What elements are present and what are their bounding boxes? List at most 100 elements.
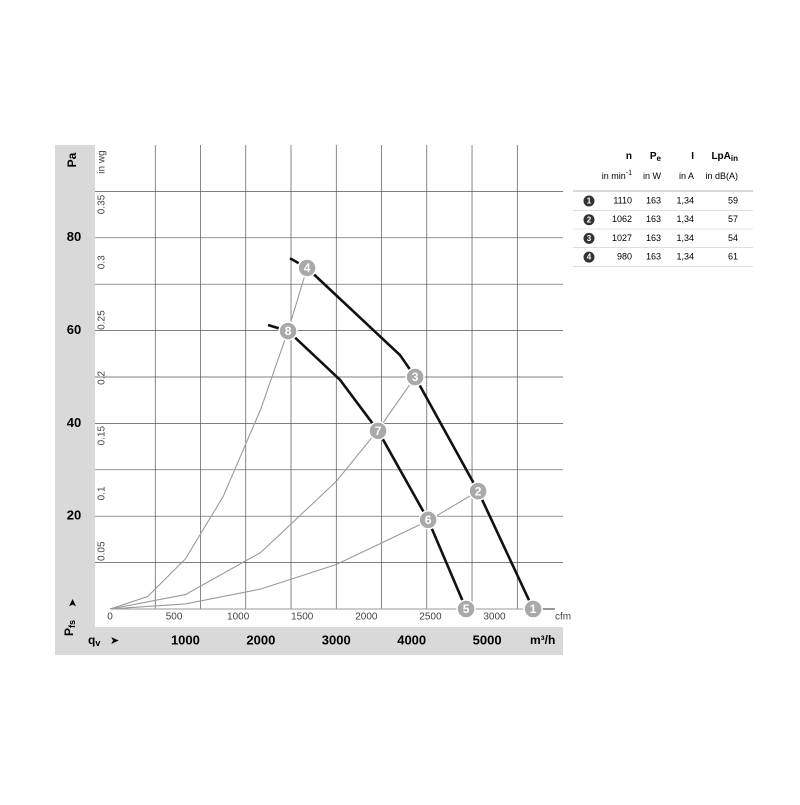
y-tick-label: 20	[67, 508, 81, 523]
table-unit: in A	[679, 171, 694, 181]
point-label: 4	[304, 261, 311, 275]
y2-tick-label: 0.1	[97, 486, 108, 500]
table-header-bg	[573, 145, 753, 190]
y2-tick-label: 0.15	[97, 425, 108, 445]
table-header: Pe	[650, 151, 662, 163]
x-arrow: ➤	[110, 635, 119, 647]
operating-point	[468, 481, 488, 501]
point-label: 3	[412, 370, 419, 384]
operating-point	[418, 510, 438, 530]
y-axis-label: Pa	[65, 152, 79, 167]
x-quantity-main: q	[88, 633, 95, 647]
y-quantity-sub: fs	[67, 620, 77, 628]
unit-main: in A	[679, 171, 694, 181]
y2-tick-label: 0.2	[97, 370, 108, 384]
row-marker	[583, 214, 595, 226]
point-label: 8	[285, 324, 292, 338]
table-header: LpAin	[711, 151, 738, 163]
table-cell: 163	[646, 251, 661, 261]
x2-tick-label: 2500	[419, 612, 442, 623]
table-cell: 54	[728, 233, 738, 243]
table-cell: 1062	[612, 214, 632, 224]
table-cell: 1,34	[676, 195, 694, 205]
x-tick-label: 4000	[397, 632, 426, 647]
table-cell: 1,34	[676, 214, 694, 224]
row-marker-label: 4	[587, 253, 592, 262]
y-tick-label: 40	[67, 415, 81, 430]
row-marker-label: 2	[587, 215, 592, 224]
unit-main: in min	[602, 171, 626, 181]
y2-tick-label: 0.25	[97, 310, 108, 330]
x2-tick-label: 0	[107, 612, 113, 623]
operating-point	[405, 367, 425, 387]
table-cell: 59	[728, 195, 738, 205]
point-label: 7	[375, 424, 382, 438]
y-quantity: Pfs	[62, 620, 77, 636]
point-label: 2	[475, 484, 482, 498]
table-cell: 61	[728, 251, 738, 261]
table-cell: 1,34	[676, 251, 694, 261]
system-curve	[109, 376, 416, 610]
x2-tick-label: 2000	[355, 612, 378, 623]
unit-sup: -1	[626, 170, 632, 177]
operating-point	[523, 599, 543, 619]
row-marker	[583, 251, 595, 263]
operating-point	[456, 599, 476, 619]
table-unit: in dB(A)	[705, 171, 738, 181]
point-label: 5	[463, 602, 470, 616]
x-quantity: qv	[88, 633, 100, 648]
header-sub: in	[731, 154, 738, 163]
y-tick-label: 80	[67, 229, 81, 244]
x-tick-label: 3000	[322, 632, 351, 647]
table-cell: 1,34	[676, 233, 694, 243]
header-sub: e	[657, 154, 662, 163]
table-cell: 1110	[613, 195, 632, 205]
x-tick-label: 2000	[246, 632, 275, 647]
point-label: 6	[425, 513, 432, 527]
operating-point	[278, 321, 298, 341]
header-main: n	[626, 151, 632, 162]
x-tick-label: 5000	[473, 632, 502, 647]
table-cell: 163	[646, 214, 661, 224]
x2-tick-label: 1500	[291, 612, 314, 623]
table-cell: 980	[617, 251, 632, 261]
y-arrow: ➤	[67, 598, 79, 607]
y2-tick-label: 0.35	[97, 194, 108, 214]
table-cell: 163	[646, 233, 661, 243]
unit-main: in W	[643, 171, 662, 181]
operating-point	[368, 421, 388, 441]
y2-tick-label: 0.05	[97, 541, 108, 561]
unit-main: in dB(A)	[705, 171, 738, 181]
header-main: P	[650, 151, 657, 162]
x-tick-label: 1000	[171, 632, 200, 647]
point-label: 1	[530, 602, 537, 616]
y-tick-label: 60	[67, 322, 81, 337]
row-marker	[583, 232, 595, 244]
table: n Pe I LpAin in min-1 in W in A in dB(A) 1 1110 16…	[573, 145, 753, 267]
x-quantity-sub: v	[95, 638, 100, 648]
x2-tick-label: 3000	[483, 612, 506, 623]
table-unit: in min-1	[602, 170, 632, 182]
table-cell: 1027	[612, 233, 632, 243]
table-header: I	[691, 151, 694, 162]
table-cell: 57	[728, 214, 738, 224]
row-marker-label: 1	[587, 197, 592, 206]
y-quantity-main: P	[62, 628, 76, 636]
operating-point	[297, 258, 317, 278]
header-main: I	[691, 151, 694, 162]
row-marker	[583, 195, 595, 207]
plot-area	[95, 145, 563, 627]
row-marker-label: 3	[587, 234, 592, 243]
y2-axis-label: in wg	[97, 150, 108, 173]
x-axis-label: m³/h	[530, 633, 555, 647]
table-unit: in W	[643, 171, 662, 181]
table-cell: 163	[646, 195, 661, 205]
header-main: LpA	[711, 151, 730, 162]
x2-axis-label: cfm	[555, 612, 571, 623]
y2-tick-label: 0.3	[97, 255, 108, 269]
x2-tick-label: 1000	[227, 612, 250, 623]
grid	[95, 145, 563, 609]
x2-tick-label: 500	[166, 612, 183, 623]
